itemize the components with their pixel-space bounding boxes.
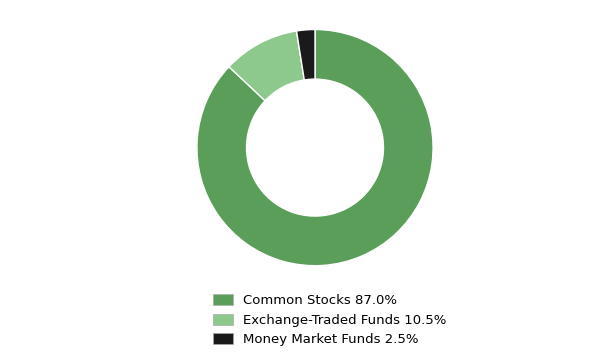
Legend: Common Stocks 87.0%, Exchange-Traded Funds 10.5%, Money Market Funds 2.5%: Common Stocks 87.0%, Exchange-Traded Fun… — [213, 294, 447, 346]
Wedge shape — [296, 30, 315, 80]
Wedge shape — [197, 30, 433, 266]
Wedge shape — [229, 31, 304, 101]
